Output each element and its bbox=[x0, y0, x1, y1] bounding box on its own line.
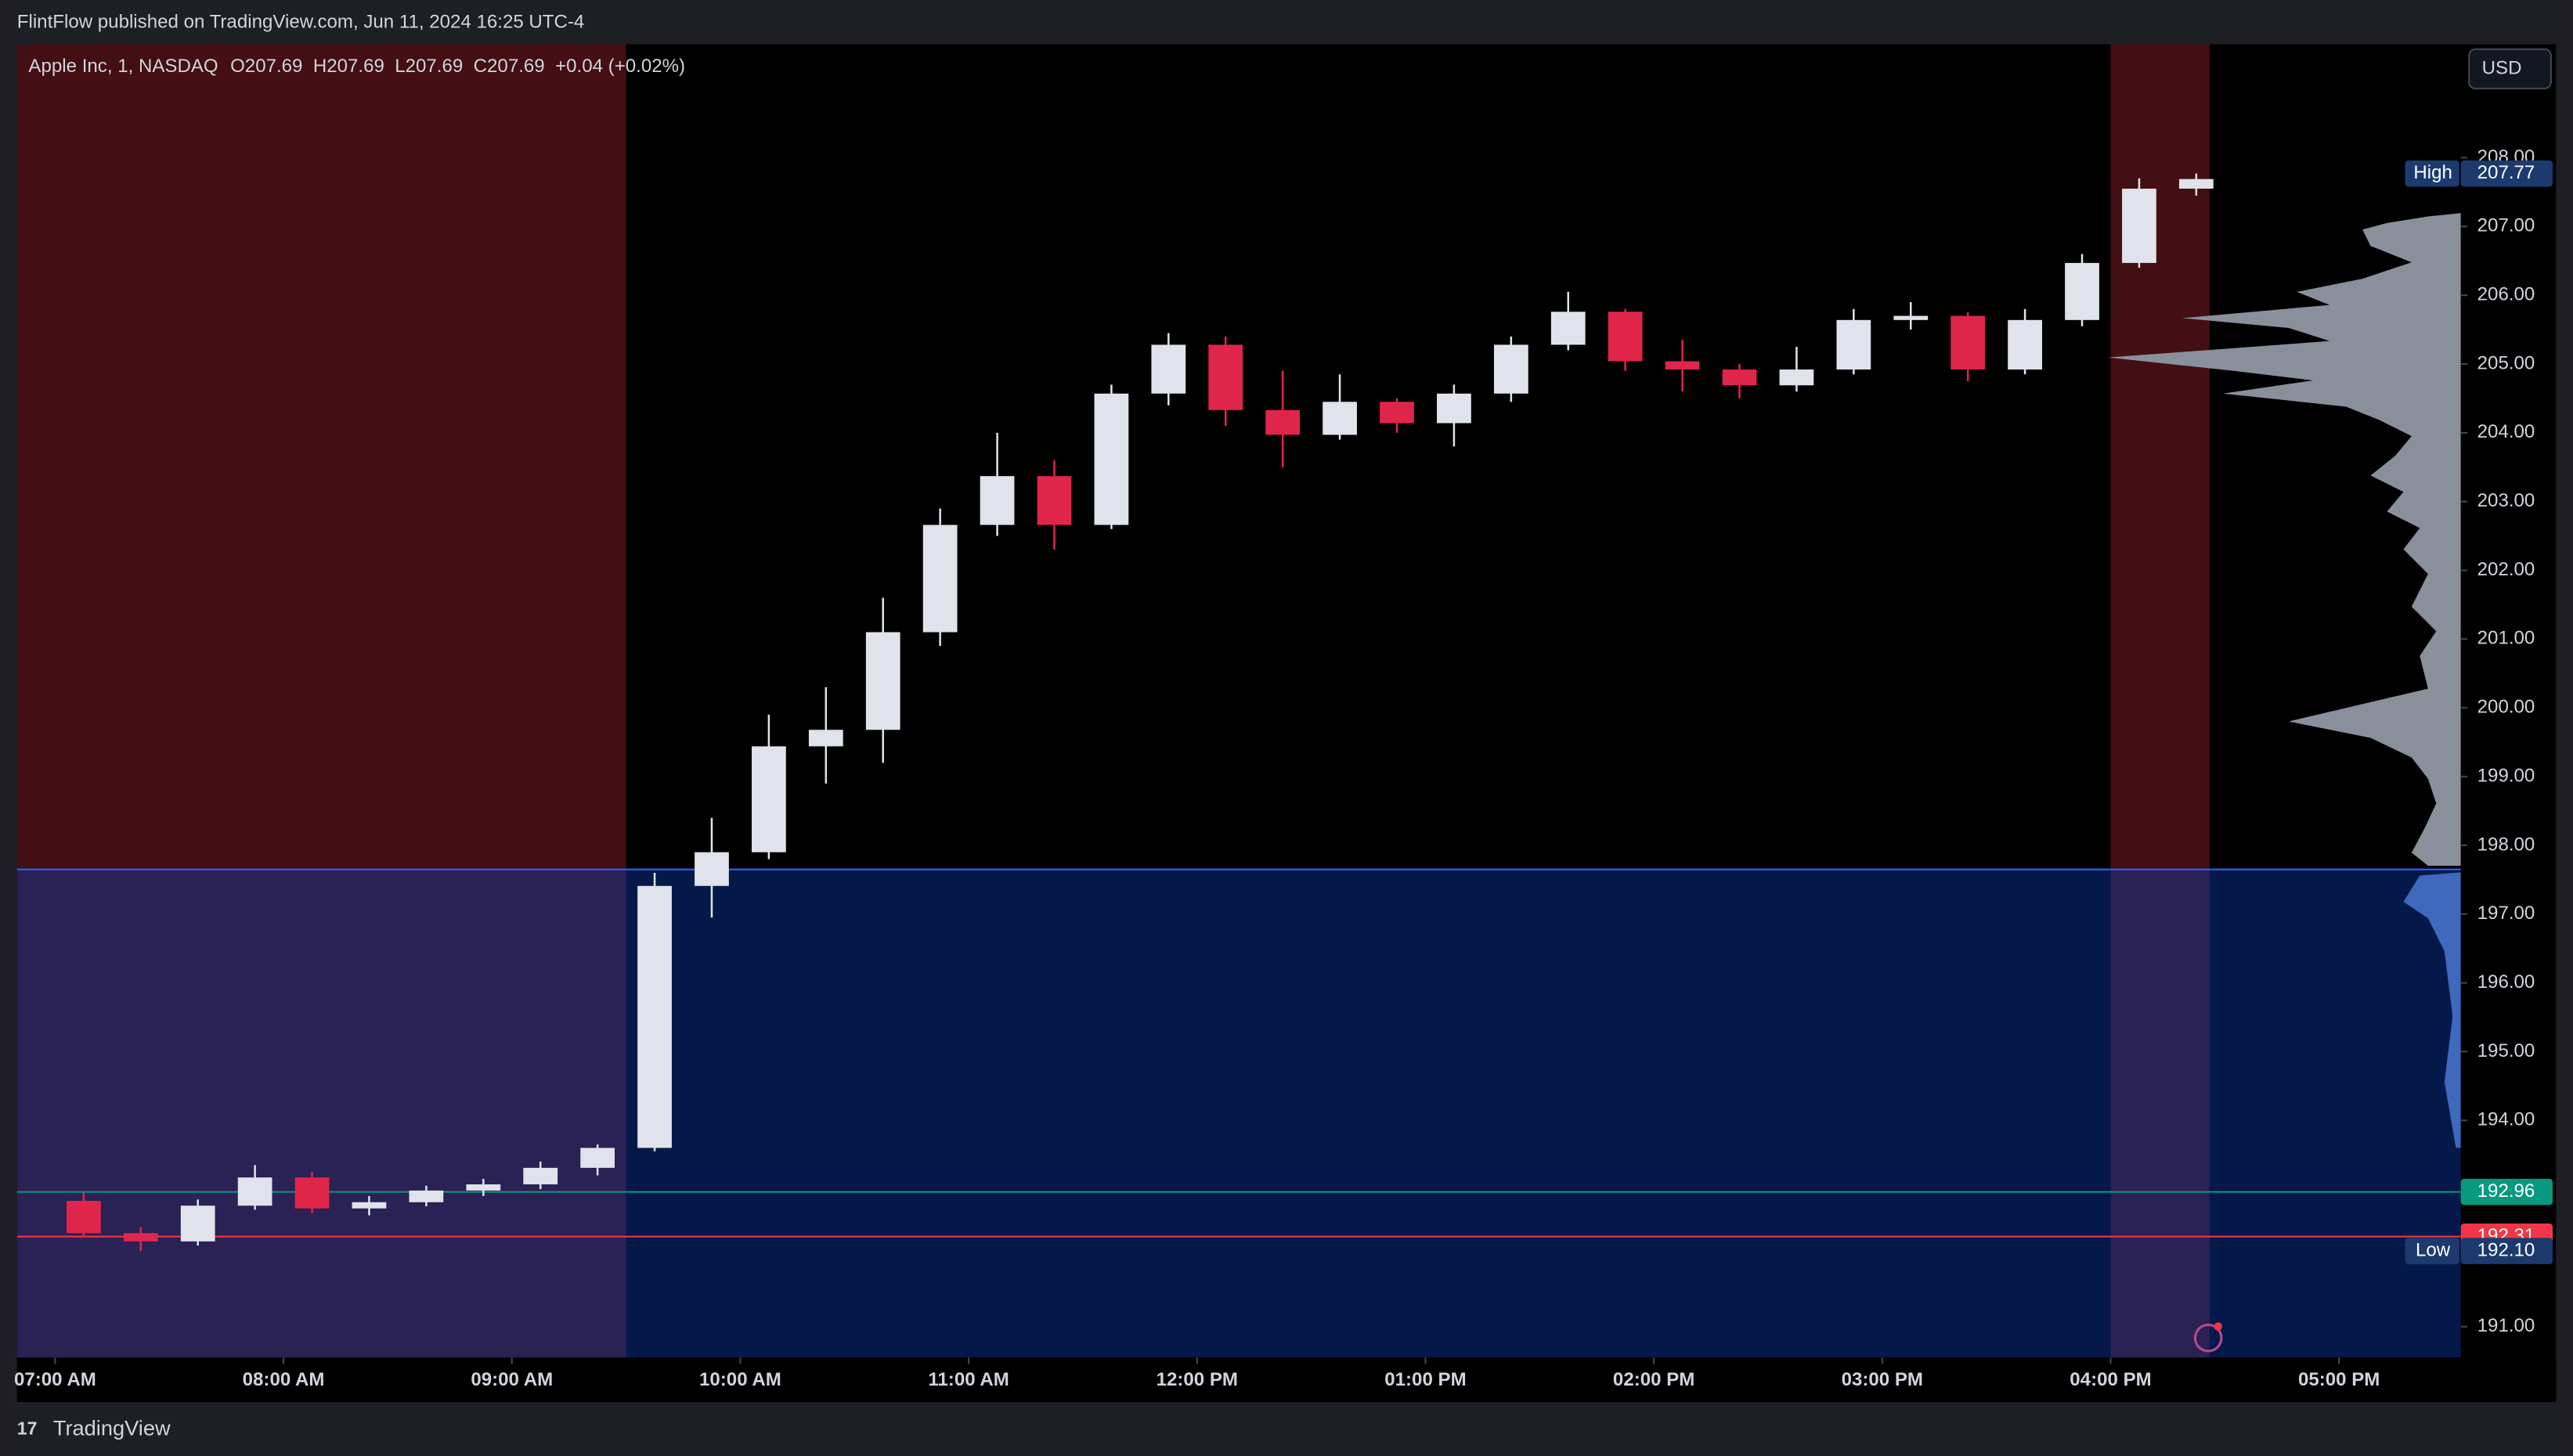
x-tick-label: 12:00 PM bbox=[1157, 1369, 1238, 1390]
price-label: 207.77 bbox=[2477, 162, 2535, 183]
candle-body bbox=[1779, 369, 1814, 386]
candle-body bbox=[1550, 312, 1586, 345]
price-name-box bbox=[2405, 160, 2459, 187]
x-tick-label: 11:00 AM bbox=[928, 1369, 1009, 1390]
candle-body bbox=[1037, 476, 1072, 525]
x-tick-label: 04:00 PM bbox=[2070, 1369, 2151, 1390]
currency-label: USD bbox=[2482, 57, 2522, 78]
candle-body bbox=[1208, 344, 1243, 410]
price-name-box bbox=[2405, 1238, 2459, 1264]
candle-body bbox=[752, 746, 786, 852]
y-tick-label: 199.00 bbox=[2477, 765, 2535, 786]
candle-body bbox=[1722, 369, 1757, 386]
price-label-box bbox=[2460, 1238, 2553, 1264]
candle-body bbox=[409, 1190, 444, 1202]
volume-profile-value-area bbox=[2403, 872, 2461, 1148]
candle-body bbox=[1493, 344, 1528, 394]
candle-body bbox=[980, 476, 1015, 525]
price-name: Low bbox=[2416, 1240, 2451, 1261]
alert-icon[interactable] bbox=[2193, 1323, 2223, 1353]
candle-body bbox=[1608, 312, 1643, 362]
price-label: 192.96 bbox=[2477, 1180, 2535, 1202]
candle-body bbox=[66, 1201, 101, 1234]
alert-dot bbox=[2214, 1322, 2222, 1331]
candle-body bbox=[180, 1206, 215, 1242]
y-tick-label: 194.00 bbox=[2477, 1109, 2535, 1130]
y-tick-label: 201.00 bbox=[2477, 628, 2535, 649]
candle-body bbox=[2122, 189, 2156, 263]
y-tick-label: 203.00 bbox=[2477, 490, 2535, 511]
candle-body bbox=[695, 852, 729, 886]
x-tick-label: 07:00 AM bbox=[14, 1369, 96, 1390]
candle-body bbox=[1437, 393, 1471, 423]
volume-profile bbox=[2108, 213, 2461, 866]
y-tick-label: 191.00 bbox=[2477, 1315, 2535, 1336]
ohlc-legend: O207.69 H207.69 L207.69 C207.69 +0.04 (+… bbox=[230, 56, 685, 77]
candle-body bbox=[123, 1233, 158, 1242]
y-tick-label: 195.00 bbox=[2477, 1040, 2535, 1061]
session-shade bbox=[2110, 44, 2210, 1358]
candle-body bbox=[1323, 402, 1357, 435]
candle-body bbox=[580, 1148, 615, 1168]
currency-button[interactable] bbox=[2468, 48, 2552, 90]
price-label: 192.10 bbox=[2477, 1240, 2535, 1261]
x-tick-label: 03:00 PM bbox=[1842, 1369, 1923, 1390]
brand-logo: 17 bbox=[17, 1418, 38, 1439]
x-tick-label: 05:00 PM bbox=[2298, 1369, 2380, 1390]
x-tick-label: 08:00 AM bbox=[243, 1369, 325, 1390]
candle-body bbox=[352, 1202, 387, 1209]
symbol-title: Apple Inc, 1, NASDAQ bbox=[28, 56, 218, 77]
y-tick-label: 196.00 bbox=[2477, 971, 2535, 993]
candle-body bbox=[2178, 178, 2214, 189]
layers bbox=[16, 44, 2461, 1358]
y-tick-label: 205.00 bbox=[2477, 352, 2535, 373]
y-tick-label: 204.00 bbox=[2477, 421, 2535, 442]
range-zone bbox=[16, 869, 2461, 1358]
candle-body bbox=[466, 1184, 501, 1191]
x-tick-label: 01:00 PM bbox=[1384, 1369, 1466, 1390]
candle-body bbox=[237, 1177, 272, 1206]
candle-body bbox=[1665, 361, 1700, 370]
candle-body bbox=[1151, 344, 1186, 394]
y-tick-label: 207.00 bbox=[2477, 215, 2535, 236]
y-tick-label: 198.00 bbox=[2477, 834, 2535, 855]
candle-body bbox=[1265, 409, 1301, 435]
y-tick-label: 202.00 bbox=[2477, 559, 2535, 580]
time-axis bbox=[16, 1357, 2557, 1402]
y-tick-label: 200.00 bbox=[2477, 697, 2535, 718]
y-tick-label: 206.00 bbox=[2477, 284, 2535, 305]
candle-body bbox=[808, 730, 843, 747]
candle-body bbox=[1836, 319, 1871, 370]
x-tick-label: 02:00 PM bbox=[1613, 1369, 1694, 1390]
price-label-box bbox=[2460, 1178, 2553, 1206]
price-axis bbox=[2460, 44, 2557, 1402]
price-name: High bbox=[2413, 162, 2452, 183]
candle-body bbox=[1893, 315, 1929, 320]
session-shade bbox=[16, 44, 626, 1358]
candle-body bbox=[523, 1167, 558, 1184]
candle-body bbox=[1951, 315, 1986, 370]
candle-body bbox=[865, 632, 900, 730]
candle-body bbox=[922, 524, 958, 632]
x-tick-label: 09:00 AM bbox=[471, 1369, 553, 1390]
price-label-box bbox=[2460, 160, 2553, 187]
candle-body bbox=[1094, 393, 1129, 525]
candle-body bbox=[2065, 262, 2099, 320]
brand-name: TradingView bbox=[53, 1416, 171, 1440]
plot-background bbox=[16, 44, 2557, 1402]
candle-body bbox=[294, 1177, 330, 1209]
x-tick-label: 10:00 AM bbox=[699, 1369, 781, 1390]
candle-body bbox=[1380, 402, 1414, 423]
publisher-line: FlintFlow published on TradingView.com, … bbox=[17, 12, 585, 33]
candle-body bbox=[637, 885, 672, 1148]
candle-body bbox=[2008, 319, 2042, 370]
y-tick-label: 197.00 bbox=[2477, 903, 2535, 924]
